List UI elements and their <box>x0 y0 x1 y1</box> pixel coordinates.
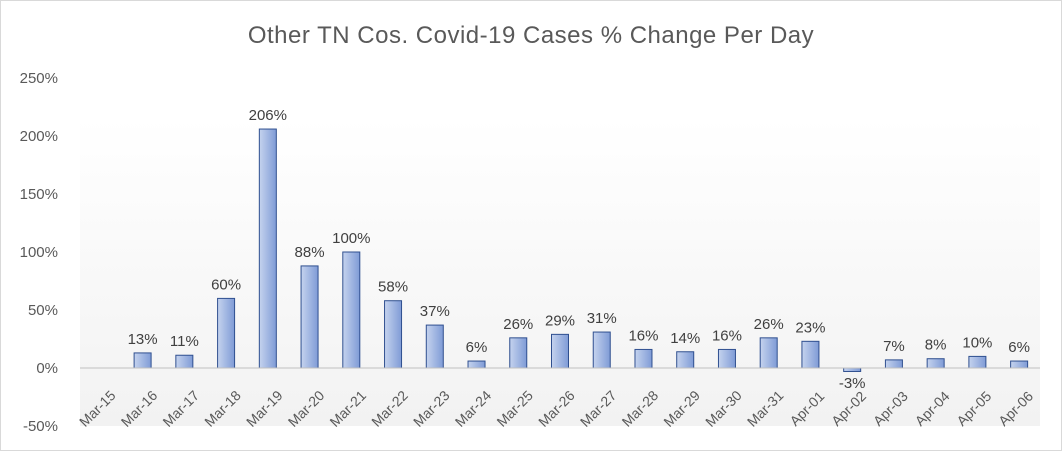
bar <box>509 337 528 369</box>
bar <box>884 359 903 369</box>
bar <box>676 351 695 369</box>
data-label: 8% <box>925 337 947 354</box>
data-label: 37% <box>420 303 450 320</box>
bar <box>926 358 945 369</box>
y-tick-label: 200% <box>20 128 58 145</box>
data-label: 16% <box>628 327 658 344</box>
bar <box>759 337 778 369</box>
data-label: 206% <box>249 107 287 124</box>
y-tick-label: 100% <box>20 244 58 261</box>
data-label: 7% <box>883 338 905 355</box>
y-tick-label: -50% <box>23 418 58 435</box>
data-label: 16% <box>712 327 742 344</box>
data-label: 13% <box>128 331 158 348</box>
data-label: 23% <box>795 319 825 336</box>
bar <box>551 333 569 369</box>
bar <box>1010 360 1029 369</box>
y-axis: -50% 0% 50% 100% 150% 200% 250% <box>20 70 58 435</box>
data-label: 58% <box>378 279 408 296</box>
y-tick-label: 50% <box>28 302 58 319</box>
bars <box>133 128 1029 372</box>
data-label: 6% <box>1008 339 1030 356</box>
y-tick-label: 250% <box>20 70 58 87</box>
bar <box>717 348 736 369</box>
bar <box>300 265 319 369</box>
data-label: 29% <box>545 312 575 329</box>
data-label: 14% <box>670 330 700 347</box>
bar <box>801 340 820 369</box>
bar <box>634 348 653 369</box>
data-label: 26% <box>503 316 533 333</box>
plot-area <box>80 118 1040 426</box>
bar <box>843 367 862 372</box>
data-labels: 13% 11% 60% 206% 88% 100% 58% 37% 6% 26% 29% 31% 16%… <box>128 107 1030 392</box>
data-label: 6% <box>466 339 488 356</box>
bar <box>175 354 194 369</box>
data-label: 100% <box>332 230 370 247</box>
data-label: 26% <box>754 316 784 333</box>
y-tick-label: 150% <box>20 186 58 203</box>
bar <box>467 360 486 369</box>
bar <box>217 297 236 369</box>
data-label: 10% <box>962 334 992 351</box>
bar <box>425 324 444 369</box>
data-label: 60% <box>211 276 241 293</box>
bar <box>968 355 987 369</box>
y-tick-label: 0% <box>36 360 58 377</box>
data-label: 11% <box>170 333 199 350</box>
bar <box>384 300 403 369</box>
bar <box>592 331 611 369</box>
data-label: -3% <box>839 375 866 392</box>
bar <box>258 128 277 369</box>
data-label: 31% <box>587 310 617 327</box>
bar <box>342 251 361 369</box>
chart-title: Other TN Cos. Covid-19 Cases % Change Pe… <box>247 22 815 49</box>
data-label: 88% <box>295 244 325 261</box>
bar <box>133 352 152 369</box>
